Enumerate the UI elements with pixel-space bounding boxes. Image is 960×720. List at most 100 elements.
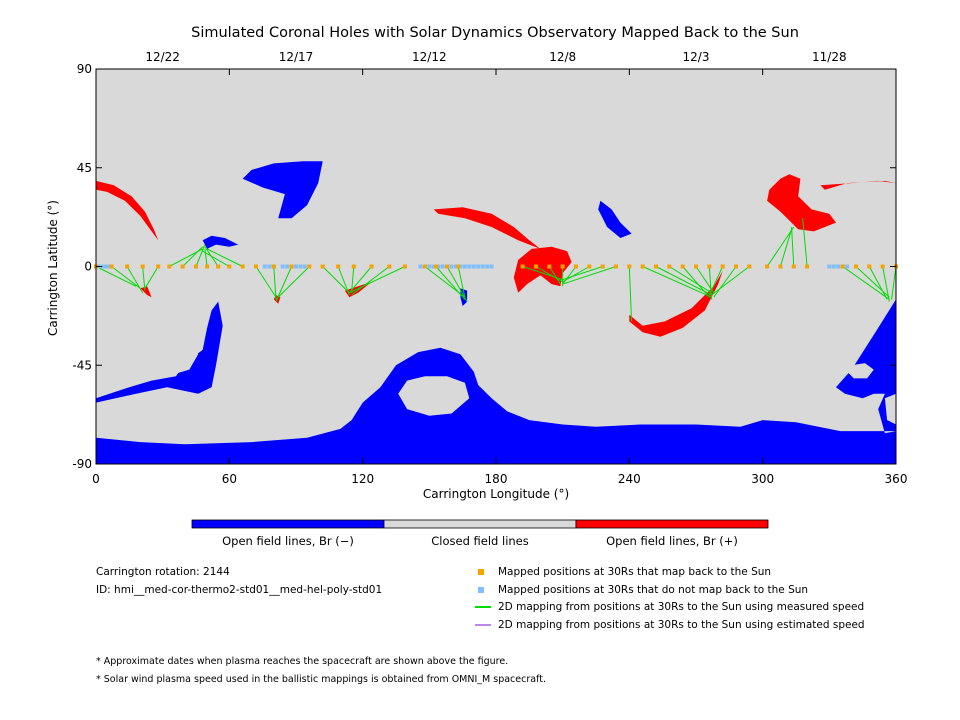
coronal-hole-regions (96, 161, 896, 464)
colorbar-positive (575, 519, 769, 529)
mapped-point-7 (194, 264, 198, 269)
mapping-line-0 (95, 266, 137, 287)
mapped-point-22 (422, 264, 427, 269)
unmapped-point-4 (105, 264, 110, 269)
unmapped-point-7 (267, 264, 272, 269)
mapped-point-50 (867, 264, 872, 269)
mapping-line-44 (766, 226, 795, 267)
top-date-label-2: 12/12 (412, 50, 447, 64)
mapping-line-13 (273, 266, 277, 300)
mapped-point-28 (547, 264, 552, 269)
mapping-line-40 (708, 266, 713, 300)
unmapped-point-5 (107, 264, 112, 269)
unmapped-point-12 (294, 264, 298, 269)
mapped-point-26 (520, 264, 525, 269)
unmapped-point-26 (462, 264, 467, 269)
mapping-line-15 (275, 266, 310, 300)
negative-hole-3 (202, 235, 239, 249)
mapped-point-36 (654, 264, 658, 269)
negative-hole-1 (96, 301, 223, 403)
mapped-point-47 (805, 264, 810, 269)
mapped-point-3 (140, 264, 145, 269)
mapped-point-23 (434, 264, 438, 269)
x-tick-label-0: 0 (92, 472, 100, 486)
mapping-line-21 (349, 266, 406, 294)
mapped-point-11 (240, 264, 245, 269)
mapping-line-3 (142, 266, 146, 291)
mapped-point-48 (840, 264, 845, 269)
mapped-point-21 (402, 264, 407, 269)
mapping-line-7 (195, 244, 206, 267)
x-tick-label-4: 240 (618, 472, 641, 486)
mapped-point-38 (680, 264, 685, 269)
mapping-line-34 (628, 266, 633, 322)
mapping-line-4 (144, 266, 159, 289)
unmapped-point-29 (476, 264, 481, 269)
mapping-line-16 (322, 266, 350, 294)
positive-hole-4 (767, 174, 836, 232)
unmapped-point-10 (285, 264, 290, 269)
unmapped-point-17 (427, 264, 432, 269)
mapped-point-16 (320, 264, 325, 269)
y-tick-label-0: 90 (77, 62, 92, 76)
mapping-line-17 (337, 266, 350, 296)
negative-hole-0 (96, 299, 896, 464)
mapped-point-4 (156, 264, 161, 269)
mapped-point-45 (778, 264, 783, 269)
legend-label-unmapped: Mapped positions at 30Rs that do not map… (498, 584, 809, 596)
colorbar-label-positive: Open field lines, Br (+) (606, 534, 738, 548)
unmapped-point-34 (831, 264, 836, 269)
negative-hole-4 (598, 200, 632, 238)
mapped-point-42 (734, 264, 738, 269)
mapping-line-42 (713, 266, 737, 298)
y-axis-label: Carrington Latitude (°) (46, 200, 60, 336)
mapped-point-18 (351, 264, 356, 269)
mapped-point-15 (307, 264, 312, 269)
mapped-point-13 (271, 264, 276, 269)
mapped-point-1 (109, 264, 114, 269)
mapped-point-33 (614, 264, 618, 269)
mapped-point-43 (747, 264, 752, 269)
mapping-line-46 (791, 226, 795, 267)
mapped-point-31 (587, 264, 592, 269)
mapping-line-8 (204, 248, 208, 267)
mapped-point-32 (600, 264, 605, 269)
unmapped-point-30 (480, 264, 485, 269)
mapping-line-25 (457, 266, 466, 298)
top-date-labels: 12/22 12/17 12/12 12/8 12/3 11/28 (145, 50, 846, 64)
unmapped-point-3 (102, 264, 107, 269)
x-tick-label-6: 360 (885, 472, 908, 486)
legend-swatch-mapped (478, 569, 484, 575)
mapping-line-18 (351, 266, 355, 293)
unmapped-point-35 (836, 264, 841, 269)
mapping-line-32 (562, 266, 603, 281)
mapped-point-46 (791, 264, 796, 269)
colorbar-label-negative: Open field lines, Br (−) (222, 534, 354, 548)
mapping-line-35 (642, 266, 712, 298)
colorbar-closed (383, 519, 577, 529)
mapped-point-24 (445, 264, 450, 269)
mapping-line-1 (111, 266, 141, 289)
mapping-line-33 (562, 266, 617, 285)
mapped-point-37 (667, 264, 672, 269)
mapping-line-50 (868, 266, 888, 300)
mapped-point-8 (205, 264, 210, 269)
unmapped-point-2 (100, 264, 105, 269)
x-tick-label-3: 180 (485, 472, 508, 486)
unmapped-point-21 (440, 264, 445, 269)
mapped-point-19 (369, 264, 374, 269)
chart-title: Simulated Coronal Holes with Solar Dynam… (191, 25, 799, 41)
mapping-line-28 (548, 266, 561, 285)
colorbar-label-closed: Closed field lines (431, 534, 529, 548)
mapped-point-14 (289, 264, 294, 269)
unmapped-point-33 (827, 264, 832, 269)
mapping-line-52 (891, 266, 897, 300)
unmapped-point-27 (467, 264, 472, 269)
top-date-label-4: 12/3 (683, 50, 710, 64)
run-id-text: ID: hmi__med-cor-thermo2-std01__med-hel-… (96, 584, 383, 596)
mapped-point-2 (125, 264, 130, 269)
closed-island-0 (398, 376, 470, 416)
mapping-line-24 (446, 266, 468, 302)
mapped-point-39 (694, 264, 698, 269)
unmapped-point-9 (280, 264, 285, 269)
